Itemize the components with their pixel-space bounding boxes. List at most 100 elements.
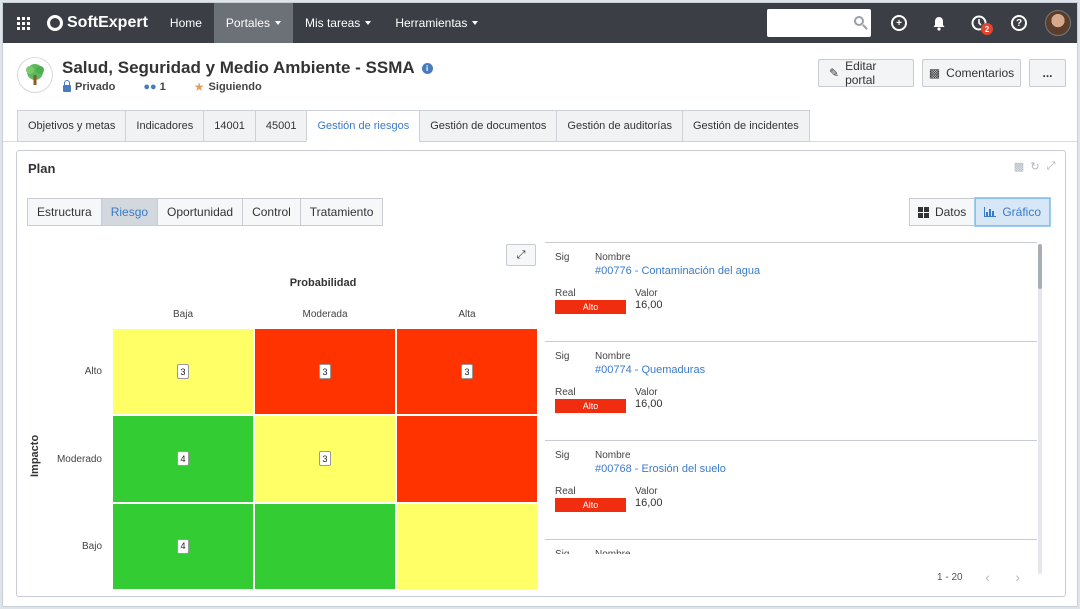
matrix-cell[interactable]: [254, 502, 396, 590]
chevron-right-icon[interactable]: ›: [1015, 569, 1020, 585]
risk-link[interactable]: #00776 - Contaminación del agua: [595, 265, 761, 277]
expand-matrix-button[interactable]: ⤢: [506, 244, 536, 266]
name-label: Nombre: [595, 549, 631, 554]
user-avatar[interactable]: [1045, 10, 1071, 36]
risk-card: Sig Nombre #00768 - Erosión del suelo Real V…: [545, 440, 1037, 539]
refresh-icon[interactable]: ↻: [1030, 160, 1040, 173]
brand-logo[interactable]: SoftExpert: [47, 14, 148, 32]
tab-objetivos-metas[interactable]: Objetivos y metas: [17, 110, 126, 142]
matrix-cell[interactable]: 3: [254, 328, 396, 416]
widget-title: Plan: [28, 161, 56, 176]
portal-meta: Privado ●● 1 ★ Siguiendo: [63, 80, 290, 94]
subtab-riesgo[interactable]: Riesgo: [100, 198, 158, 226]
matrix-cell[interactable]: 3: [112, 328, 254, 416]
risk-card: Sig Nombre: [545, 539, 1037, 554]
caret-down-icon: [365, 21, 372, 25]
plan-subtabs: Estructura Riesgo Oportunidad Control Tr…: [27, 198, 384, 226]
matrix-cell[interactable]: 4: [112, 502, 254, 590]
view-toggle: Datos Gráfico: [908, 198, 1050, 226]
add-shortcut-button[interactable]: +: [879, 3, 919, 43]
maximize-icon[interactable]: ⤢: [1046, 159, 1056, 172]
data-view-button[interactable]: Datos: [908, 198, 976, 226]
risk-link[interactable]: #00768 - Erosión del suelo: [595, 463, 726, 475]
tab-gestion-documentos[interactable]: Gestión de documentos: [419, 110, 557, 142]
subtab-oportunidad[interactable]: Oportunidad: [157, 198, 243, 226]
matrix-row-label: Moderado: [56, 454, 102, 465]
tab-gestion-riesgos[interactable]: Gestión de riesgos: [306, 110, 420, 142]
pending-tasks-button[interactable]: 2: [959, 3, 999, 43]
grid-icon: [917, 206, 929, 218]
matrix-row-label: Alto: [84, 366, 102, 377]
risk-level-badge: Alto: [555, 300, 626, 314]
caret-down-icon: [472, 21, 479, 25]
portal-logo: [17, 57, 53, 93]
matrix-column-label: Baja: [172, 309, 193, 320]
risk-count-badge[interactable]: 4: [177, 451, 189, 467]
portal-title: Salud, Seguridad y Medio Ambiente - SSMA…: [62, 58, 433, 78]
notifications-button[interactable]: [919, 3, 959, 43]
real-label: Real: [555, 486, 576, 497]
pencil-icon: ✎: [829, 66, 840, 80]
risk-count-badge[interactable]: 3: [461, 364, 473, 380]
sig-label: Sig: [555, 351, 570, 362]
matrix-cell[interactable]: [396, 415, 538, 503]
name-label: Nombre: [595, 450, 631, 461]
subtab-tratamiento[interactable]: Tratamiento: [299, 198, 384, 226]
bar-chart-icon: [984, 207, 997, 217]
apps-grid-icon[interactable]: [3, 3, 43, 43]
risk-matrix: 3 3 3 4 3 4: [112, 328, 538, 590]
chart-view-button[interactable]: Gráfico: [975, 198, 1050, 226]
following-indicator[interactable]: ★ Siguiendo: [193, 80, 262, 94]
nav-item-home[interactable]: Home: [169, 16, 202, 30]
sig-label: Sig: [555, 549, 569, 554]
subtab-control[interactable]: Control: [242, 198, 300, 226]
comment-icon: ▩: [928, 66, 941, 80]
risk-count-badge[interactable]: 4: [177, 538, 189, 554]
help-button[interactable]: ?: [999, 3, 1039, 43]
real-label: Real: [555, 288, 576, 299]
pager-range: 1 - 20: [937, 571, 963, 583]
members-indicator[interactable]: ●● 1: [143, 81, 166, 93]
info-icon[interactable]: i: [421, 62, 433, 74]
search-input[interactable]: [767, 9, 847, 37]
value-label: Valor: [635, 288, 658, 299]
nav-item-mis-tareas[interactable]: Mis tareas: [293, 3, 383, 43]
caret-down-icon: [274, 21, 281, 25]
risk-link[interactable]: #00774 - Quemaduras: [595, 364, 706, 376]
matrix-cell[interactable]: [396, 502, 538, 590]
ellipsis-icon: ...: [1042, 66, 1053, 80]
risk-level-badge: Alto: [555, 399, 626, 413]
matrix-cell[interactable]: 3: [254, 415, 396, 503]
comments-button[interactable]: ▩ Comentarios: [922, 59, 1021, 87]
nav-item-portales[interactable]: Portales: [213, 3, 293, 43]
risk-count-badge[interactable]: 3: [177, 364, 189, 380]
risk-card: Sig Nombre #00774 - Quemaduras Real Valor Alt…: [545, 341, 1037, 440]
more-options-button[interactable]: ...: [1029, 59, 1066, 87]
matrix-cell[interactable]: 4: [112, 415, 254, 503]
tab-gestion-auditorias[interactable]: Gestión de auditorías: [556, 110, 682, 142]
tab-gestion-incidentes[interactable]: Gestión de incidentes: [681, 110, 810, 142]
top-navbar: SoftExpert Home Portales Mis tareas Herr…: [3, 3, 1077, 43]
comment-icon[interactable]: ▩: [1013, 160, 1025, 173]
matrix-column-label: Alta: [458, 309, 476, 320]
tab-45001[interactable]: 45001: [254, 110, 307, 142]
matrix-cell[interactable]: 3: [396, 328, 538, 416]
softexpert-logo-icon: [47, 15, 63, 31]
scrollbar-thumb[interactable]: [1038, 244, 1042, 289]
risk-count-badge[interactable]: 3: [319, 451, 331, 467]
risk-list-scrollbar[interactable]: [1038, 244, 1042, 574]
subtab-estructura[interactable]: Estructura: [27, 198, 101, 226]
chevron-left-icon[interactable]: ‹: [985, 569, 990, 585]
nav-item-herramientas[interactable]: Herramientas: [383, 3, 490, 43]
sig-label: Sig: [555, 252, 570, 263]
tab-indicadores[interactable]: Indicadores: [125, 110, 204, 142]
matrix-y-title: Impacto: [29, 434, 41, 477]
edit-portal-button[interactable]: ✎ Editar portal: [818, 59, 914, 87]
risk-count-badge[interactable]: 3: [319, 364, 331, 380]
risk-card: Sig Nombre #00776 - Contaminación del agua…: [545, 242, 1037, 341]
tab-14001[interactable]: 14001: [203, 110, 255, 142]
search-icon[interactable]: [854, 16, 864, 26]
tree-icon: [26, 64, 44, 85]
help-icon: ?: [1011, 15, 1027, 31]
